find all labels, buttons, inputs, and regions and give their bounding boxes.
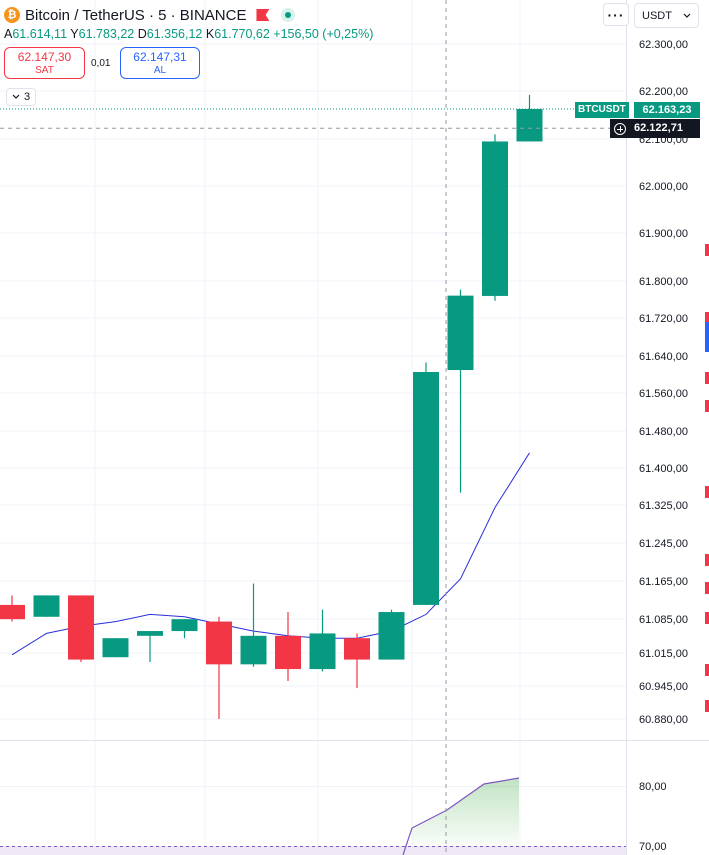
buy-price: 62.147,31 [133, 50, 187, 64]
price-tick-label: 61.400,00 [639, 463, 688, 475]
candle-body [0, 604, 25, 620]
candle-body [309, 633, 336, 670]
sub-tick-label: 70,00 [639, 841, 667, 853]
edge-marker [705, 664, 709, 676]
price-tick-label: 61.800,00 [639, 276, 688, 288]
high-value: 61.783,22 [78, 27, 135, 41]
price-tick-label: 61.900,00 [639, 228, 688, 240]
price-tick-label: 61.640,00 [639, 351, 688, 363]
low-value: 61.356,12 [146, 27, 203, 41]
bitcoin-logo-icon: ₿ [4, 7, 20, 23]
market-status-icon[interactable] [281, 8, 296, 22]
edge-marker [705, 486, 709, 498]
last-price-label: 62.163,23 [634, 102, 700, 118]
candle-body [447, 295, 474, 371]
sub-tick-label: 80,00 [639, 781, 667, 793]
change-value: +156,50 (+0,25%) [273, 27, 374, 41]
candle-body [516, 109, 543, 142]
price-tick-label: 62.200,00 [639, 86, 688, 98]
ohlc-values: A61.614,11 Y61.783,22 D61.356,12 K61.770… [4, 27, 373, 41]
candle-body [102, 638, 129, 658]
sell-button[interactable]: 62.147,30 SAT [4, 47, 85, 79]
more-options-button[interactable]: ··· [603, 3, 629, 26]
rsi-fill-area [412, 778, 519, 848]
flag-icon[interactable] [256, 9, 270, 21]
price-tick-label: 61.245,00 [639, 538, 688, 550]
chevron-down-icon [12, 94, 20, 99]
open-key: A [4, 27, 13, 41]
edge-marker [705, 612, 709, 624]
candle-body [240, 635, 267, 665]
buy-label: AL [153, 65, 167, 76]
candle-body [171, 619, 198, 632]
candle-body [68, 595, 94, 660]
candle-body [33, 595, 60, 617]
candle-body [275, 635, 301, 670]
sell-label: SAT [35, 65, 54, 76]
edge-marker [705, 244, 709, 256]
spread-value: 0,01 [91, 58, 111, 69]
price-tick-label: 61.085,00 [639, 614, 688, 626]
price-tick-label: 61.165,00 [639, 576, 688, 588]
currency-select[interactable]: USDT [634, 3, 699, 28]
candle-body [413, 371, 439, 605]
price-tick-label: 60.880,00 [639, 714, 688, 726]
crosshair-price-label[interactable]: 62.122,71 [610, 119, 700, 138]
close-value: 61.770,62 [214, 27, 270, 41]
price-tick-label: 61.325,00 [639, 500, 688, 512]
crosshair-price: 62.122,71 [634, 122, 683, 134]
candle-body [344, 638, 370, 660]
edge-marker [705, 400, 709, 412]
price-tick-label: 61.720,00 [639, 313, 688, 325]
rsi-line [402, 777, 520, 855]
more-icon: ··· [607, 6, 625, 23]
high-key: Y [70, 27, 79, 41]
buy-button[interactable]: 62.147,31 AL [120, 47, 200, 79]
open-value: 61.614,11 [12, 27, 68, 41]
price-tick-label: 61.480,00 [639, 426, 688, 438]
currency-value: USDT [642, 9, 672, 22]
symbol-header[interactable]: ₿ Bitcoin / TetherUS · 5 · BINANCE [4, 4, 296, 26]
price-tick-label: 61.015,00 [639, 648, 688, 660]
candle-body [482, 141, 508, 296]
symbol-title[interactable]: Bitcoin / TetherUS · 5 · BINANCE [25, 6, 247, 24]
price-tick-label: 60.945,00 [639, 681, 688, 693]
edge-marker [705, 554, 709, 566]
price-tick-label: 62.000,00 [639, 181, 688, 193]
candle-body [137, 631, 163, 636]
indicators-count: 3 [23, 91, 31, 103]
edge-marker [705, 312, 709, 324]
candle-body [378, 612, 405, 660]
candle-body [206, 621, 232, 665]
price-tick-label: 62.300,00 [639, 39, 688, 51]
edge-marker [705, 700, 709, 712]
price-tick-label: 61.560,00 [639, 388, 688, 400]
rsi-band [0, 846, 626, 855]
chevron-down-icon [683, 13, 691, 18]
edge-marker [705, 372, 709, 384]
sell-price: 62.147,30 [17, 50, 72, 64]
moving-average-line [11, 452, 530, 656]
low-key: D [137, 27, 147, 41]
edge-marker [705, 322, 709, 352]
close-key: K [205, 27, 215, 41]
symbol-price-label: BTCUSDT [575, 102, 629, 118]
indicators-toggle[interactable]: 3 [6, 88, 36, 106]
plus-circle-icon[interactable] [614, 122, 626, 135]
edge-marker [705, 582, 709, 594]
